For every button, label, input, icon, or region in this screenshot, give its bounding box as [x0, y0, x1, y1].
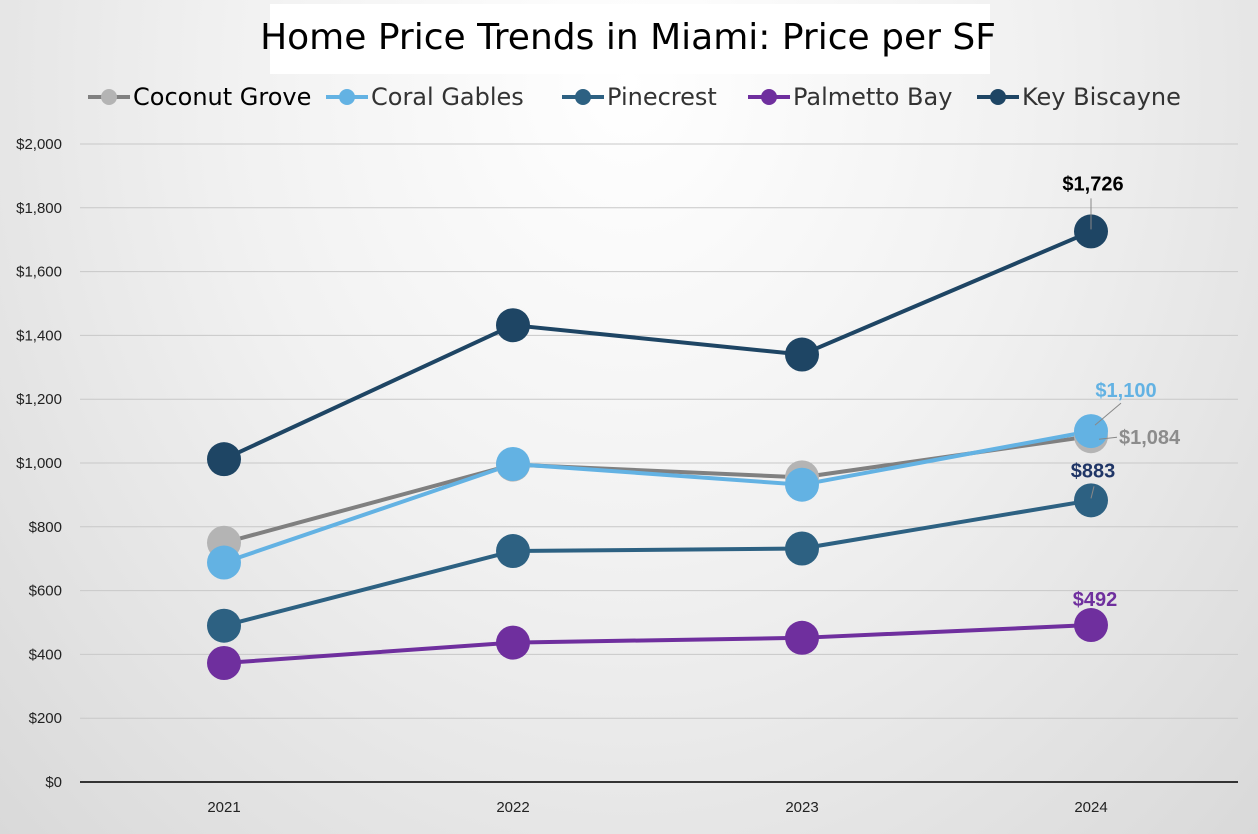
gridlines	[80, 143, 1238, 719]
data-point	[496, 625, 530, 660]
legend: Coconut Grove Coral Gables Pinecrest Palmet…	[88, 83, 1181, 111]
data-point	[496, 446, 530, 481]
legend-label: Pinecrest	[607, 83, 717, 111]
legend-marker-swatch	[339, 89, 355, 105]
legend-label: Palmetto Bay	[793, 83, 952, 111]
label-leader-line	[1098, 436, 1118, 440]
x-tick-label: 2021	[207, 799, 240, 816]
data-labels: $1,084 $1,100 $883 $492 $1,726	[1062, 173, 1181, 611]
legend-label: Coral Gables	[371, 83, 524, 111]
data-point	[207, 545, 241, 580]
legend-item: Pinecrest	[562, 83, 717, 111]
data-point	[1074, 414, 1108, 449]
x-tick-label: 2022	[496, 799, 529, 816]
data-point	[1074, 608, 1108, 643]
y-tick-label: $2,000	[16, 136, 62, 153]
y-tick-label: $0	[45, 774, 62, 791]
y-tick-label: $800	[29, 519, 62, 536]
x-tick-label: 2024	[1074, 799, 1107, 816]
legend-marker-swatch	[101, 89, 117, 105]
data-label: $883	[1071, 460, 1116, 482]
y-tick-label: $1,000	[16, 455, 62, 472]
legend-label: Coconut Grove	[133, 83, 311, 111]
title-background	[270, 4, 990, 74]
label-leader-line	[1094, 402, 1122, 426]
y-tick-label: $1,600	[16, 264, 62, 281]
y-axis-ticks: $0 $200 $400 $600 $800 $1,000 $1,200 $1,400 $1,6…	[16, 136, 62, 791]
legend-marker-swatch	[761, 89, 777, 105]
x-tick-label: 2023	[785, 799, 818, 816]
series-line	[223, 429, 1092, 565]
legend-item: Coconut Grove	[88, 83, 311, 111]
series-markers	[207, 214, 1108, 681]
series-line	[223, 498, 1092, 628]
data-point	[496, 308, 530, 343]
data-label: $1,084	[1119, 427, 1181, 449]
data-point	[207, 646, 241, 681]
y-tick-label: $1,800	[16, 200, 62, 217]
y-tick-label: $200	[29, 710, 62, 727]
chart-title: Home Price Trends in Miami: Price per SF	[260, 17, 996, 58]
y-tick-label: $1,400	[16, 327, 62, 344]
series-line	[223, 229, 1092, 461]
data-point	[207, 442, 241, 477]
legend-marker-swatch	[575, 89, 591, 105]
data-point	[1074, 214, 1108, 249]
series-line	[223, 623, 1092, 666]
legend-item: Palmetto Bay	[748, 83, 952, 111]
data-point	[785, 467, 819, 502]
data-point	[207, 608, 241, 643]
legend-item: Coral Gables	[326, 83, 524, 111]
data-label: $492	[1073, 589, 1118, 611]
y-tick-label: $1,200	[16, 391, 62, 408]
y-tick-label: $600	[29, 583, 62, 600]
data-label: $1,100	[1095, 380, 1156, 402]
legend-item: Key Biscayne	[977, 83, 1181, 111]
legend-label: Key Biscayne	[1022, 83, 1181, 111]
series-lines	[223, 229, 1092, 666]
data-point	[785, 337, 819, 372]
x-axis-ticks: 2021 2022 2023 2024	[207, 799, 1107, 816]
data-point	[1074, 483, 1108, 518]
legend-marker-swatch	[990, 89, 1006, 105]
data-point	[496, 534, 530, 569]
data-point	[785, 531, 819, 566]
data-label: $1,726	[1062, 173, 1123, 195]
label-leader-line	[1090, 486, 1095, 499]
y-tick-label: $400	[29, 646, 62, 663]
data-point	[785, 620, 819, 655]
